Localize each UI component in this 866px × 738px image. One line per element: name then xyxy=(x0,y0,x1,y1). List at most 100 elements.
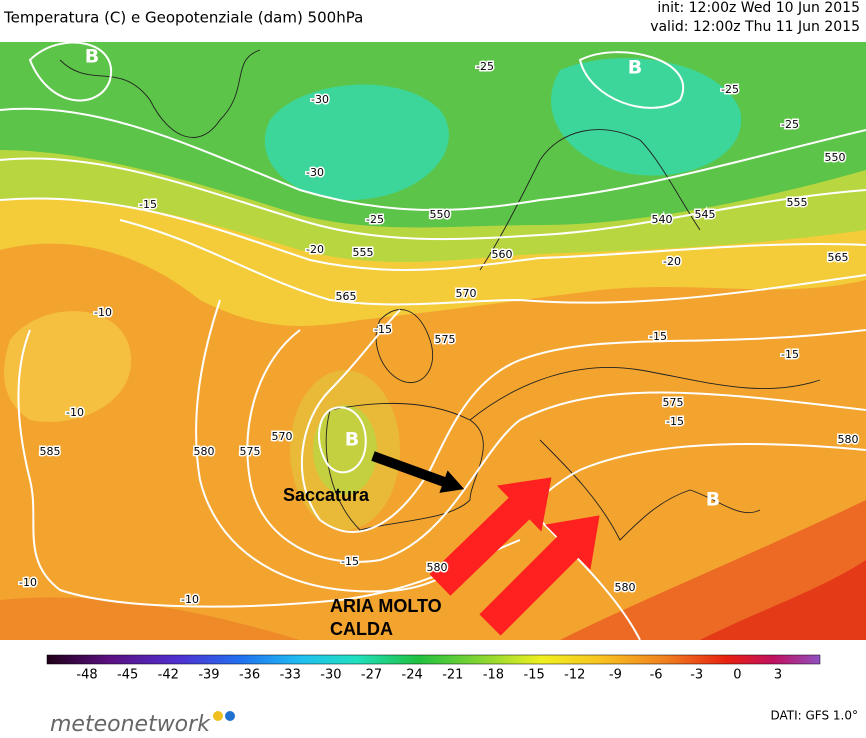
contour xyxy=(0,197,866,272)
contour-label: -15 xyxy=(374,323,392,336)
low-center: B xyxy=(85,46,99,68)
contour-label: -15 xyxy=(341,555,359,568)
contour-label: -20 xyxy=(306,243,324,256)
contour-label: 580 xyxy=(427,561,448,574)
map-field: B B B B 550 555 565 570 575 560 540 545 550 555 565 575… xyxy=(0,42,866,640)
contour-label: -10 xyxy=(94,306,112,319)
contour xyxy=(246,329,866,563)
low-center: B xyxy=(345,429,359,451)
colorbar-tick-label: 3 xyxy=(774,668,782,683)
contour-label: -15 xyxy=(666,415,684,428)
contour-label: 540 xyxy=(652,213,673,226)
trough-label: Saccatura xyxy=(283,485,370,505)
contour xyxy=(578,51,684,109)
colorbar xyxy=(46,654,821,665)
colorbar-tick-label: -15 xyxy=(524,668,545,683)
contour-label: 555 xyxy=(787,196,808,209)
coastline xyxy=(469,367,821,421)
coastline xyxy=(325,403,484,531)
contour-label: -25 xyxy=(781,118,799,131)
colorbar-tick-label: -36 xyxy=(239,668,260,683)
contour-label: 575 xyxy=(240,445,261,458)
colorbar-tick-label: -12 xyxy=(564,668,585,683)
contour-label: -25 xyxy=(476,60,494,73)
colorbar-tick-label: -24 xyxy=(402,668,423,683)
colorbar-tick-label: -9 xyxy=(609,668,622,683)
contour xyxy=(28,42,113,102)
contour-label: -10 xyxy=(181,593,199,606)
contour-label: 550 xyxy=(430,208,451,221)
field-hottest xyxy=(700,560,866,640)
colorbar-tick-label: -45 xyxy=(117,668,138,683)
colorbar-tick-label: -21 xyxy=(442,668,463,683)
colorbar-tick-label: -33 xyxy=(280,668,301,683)
colorbar-tick-label: 0 xyxy=(733,668,741,683)
contour-label: 570 xyxy=(272,430,293,443)
contour-label: -15 xyxy=(139,198,157,211)
contour-label: -30 xyxy=(306,166,324,179)
contour xyxy=(318,406,367,474)
field-teal xyxy=(264,84,449,200)
contour-label: 550 xyxy=(825,151,846,164)
contour-label: 565 xyxy=(828,251,849,264)
contour xyxy=(539,519,641,640)
contour-label: 580 xyxy=(194,445,215,458)
contour-label: 545 xyxy=(695,208,716,221)
brand-dot xyxy=(213,711,223,721)
brand-dot xyxy=(225,711,235,721)
contour-label: 580 xyxy=(838,433,859,446)
contour-label: -15 xyxy=(781,348,799,361)
height-contours xyxy=(0,42,866,640)
map-title: Temperatura (C) e Geopotenziale (dam) 50… xyxy=(3,9,363,27)
brand: meteonetwork xyxy=(50,712,211,737)
colorbar-tick-label: -6 xyxy=(650,668,663,683)
contour-label: 565 xyxy=(336,290,357,303)
low-center: B xyxy=(628,57,642,79)
colorbar-tick-label: -18 xyxy=(483,668,504,683)
contour-label: 575 xyxy=(435,333,456,346)
init-time: init: 12:00z Wed 10 Jun 2015 xyxy=(657,0,860,16)
coastlines xyxy=(59,49,821,541)
contour-label: 575 xyxy=(663,396,684,409)
warm-air-label: CALDA xyxy=(330,619,393,639)
contour-label: -15 xyxy=(649,330,667,343)
colorbar-tick-label: -27 xyxy=(361,668,382,683)
contour-label: 580 xyxy=(615,581,636,594)
valid-time: valid: 12:00z Thu 11 Jun 2015 xyxy=(650,19,860,35)
contour-label: 560 xyxy=(492,248,513,261)
colorbar-tick-label: -3 xyxy=(690,668,703,683)
colorbar-tick-label: -48 xyxy=(76,668,97,683)
contour-label: 555 xyxy=(353,246,374,259)
contour-label: -10 xyxy=(19,576,37,589)
coastline xyxy=(59,49,261,138)
contour xyxy=(119,219,866,306)
contour xyxy=(17,329,521,608)
warm-air-label: ARIA MOLTO xyxy=(330,596,442,616)
contour-label: -30 xyxy=(311,93,329,106)
contour xyxy=(195,299,866,593)
coastline xyxy=(375,309,434,384)
field-warm-sw xyxy=(0,597,300,640)
contour-label: -10 xyxy=(66,406,84,419)
map-labels: B B B B 550 555 565 570 575 560 540 545 550 555 565 575… xyxy=(18,46,860,608)
coastline xyxy=(539,439,761,541)
contour-label: -20 xyxy=(663,255,681,268)
colorbar-tick-label: -42 xyxy=(158,668,179,683)
contour xyxy=(0,107,866,211)
data-source: DATI: GFS 1.0° xyxy=(770,709,858,723)
warm-arrow xyxy=(479,515,600,636)
warm-air-arrows xyxy=(371,451,600,636)
contour-label: 585 xyxy=(40,445,61,458)
warm-arrow xyxy=(429,477,552,596)
contour-label: 570 xyxy=(456,287,477,300)
colorbar-tick-label: -39 xyxy=(198,668,219,683)
trough-arrow xyxy=(371,451,465,493)
contour xyxy=(0,157,866,241)
colorbar-tick-label: -30 xyxy=(320,668,341,683)
low-center: B xyxy=(706,489,720,511)
colorbar-ticks: -48 -45 -42 -39 -36 -33 -30 -27 -24 -21 -18 -15 -12-… xyxy=(76,668,782,683)
contour xyxy=(300,309,866,533)
